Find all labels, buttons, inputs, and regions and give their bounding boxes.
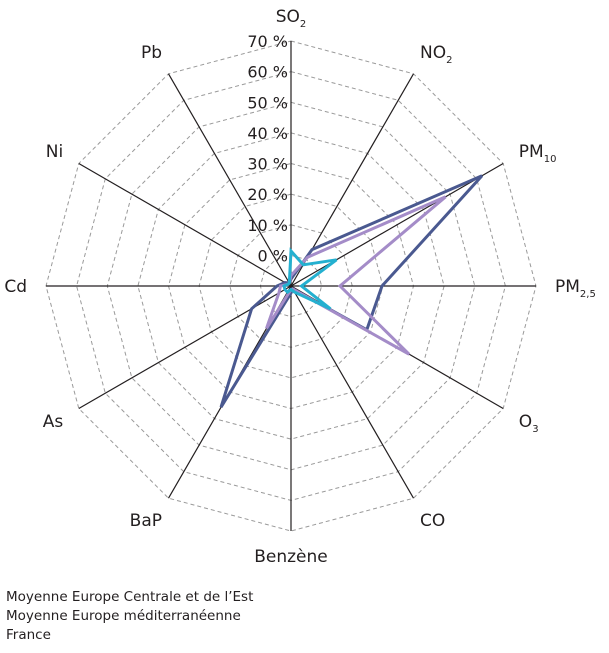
axis-label: As — [43, 412, 64, 432]
axis-spoke — [290, 285, 415, 499]
axis-label: Benzène — [254, 547, 328, 567]
legend-item-mediterranean-europe: Moyenne Europe méditerranéenne — [6, 608, 241, 624]
axis-label: Ni — [46, 142, 63, 162]
radial-tick-label: 60 % — [247, 63, 288, 82]
axis-spoke — [167, 73, 292, 287]
legend-item-france: France — [6, 627, 51, 643]
radial-tick-label: 0 % — [258, 246, 288, 265]
axis-label: Cd — [4, 277, 27, 297]
radial-tick-label: 30 % — [247, 155, 288, 174]
radial-tick-label: 10 % — [247, 216, 288, 235]
axis-spoke — [78, 162, 292, 287]
axis-label: SO2 — [276, 7, 307, 30]
legend-item-central-eastern-europe: Moyenne Europe Centrale et de l’Est — [6, 589, 254, 605]
axis-label: PM10 — [519, 142, 557, 165]
radial-tick-labels: 0 % 10 % 20 % 30 % 40 % 50 % 60 % 70 % — [247, 32, 288, 265]
radar-series — [219, 174, 484, 408]
radial-tick-label: 40 % — [247, 124, 288, 143]
radial-tick-label: 20 % — [247, 185, 288, 204]
axis-label: CO — [420, 511, 445, 531]
axis-label: PM2,5 — [555, 277, 596, 300]
axis-label: Pb — [141, 43, 162, 63]
axis-labels: SO2 NO2 PM10 PM2,5 O3 CO Benzène BaP As Cd Ni Pb — [4, 7, 596, 567]
series-line-2 — [282, 247, 338, 311]
legend: Moyenne Europe Centrale et de l’Est Moye… — [6, 588, 253, 645]
axis-label: O3 — [519, 412, 539, 435]
axis-label: BaP — [130, 511, 162, 531]
radial-tick-label: 50 % — [247, 93, 288, 112]
axis-label: NO2 — [420, 43, 452, 66]
series-line-0 — [219, 174, 484, 408]
radar-grid — [45, 40, 537, 532]
radial-tick-label: 70 % — [247, 32, 288, 51]
radar-chart: 0 % 10 % 20 % 30 % 40 % 50 % 60 % 70 % SO2 NO2 PM… — [4, 7, 596, 567]
